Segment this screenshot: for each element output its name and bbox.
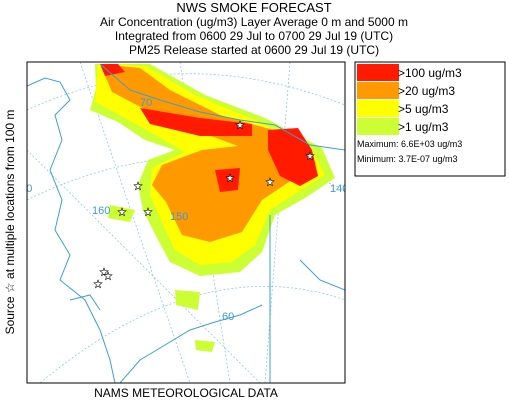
map-label: 160 [92, 205, 110, 217]
subtitle: Integrated from 0600 29 Jul to 0700 29 J… [115, 29, 393, 43]
legend-label: >20 ug/m3 [398, 84, 455, 98]
smoke-area [100, 64, 316, 242]
title: NWS SMOKE FORECAST [176, 0, 331, 15]
legend-swatch [357, 82, 399, 99]
map-frame [26, 61, 346, 384]
minimum: Minimum: 3.7E-07 ug/m3 [357, 154, 458, 164]
map: 70 170 160 150 140 60 [14, 62, 348, 383]
side-label: Source ☆ at multiple locations from 100 … [3, 110, 17, 335]
map-label: 70 [140, 97, 152, 109]
legend-label: >5 ug/m3 [398, 102, 449, 116]
legend-swatch [357, 118, 399, 135]
map-label: 140 [330, 183, 348, 195]
map-label: 170 [14, 183, 32, 195]
subtitle: PM25 Release started at 0600 29 Jul 19 (… [129, 43, 379, 57]
smoke-area [100, 64, 318, 192]
maximum: Maximum: 6.6E+03 ug/m3 [357, 139, 462, 149]
legend-swatch [357, 64, 399, 81]
subtitle: Air Concentration (ug/m3) Layer Average … [100, 15, 408, 29]
footer: NAMS METEOROLOGICAL DATA [94, 386, 278, 400]
map-label: 60 [222, 311, 234, 323]
legend-label: >1 ug/m3 [398, 120, 449, 134]
map-label: 150 [170, 211, 188, 223]
coastline [27, 63, 345, 383]
legend: >100 ug/m3 >20 ug/m3 >5 ug/m3 >1 ug/m3 Maxi… [354, 61, 506, 177]
legend-label: >100 ug/m3 [398, 66, 462, 80]
legend-swatch [357, 100, 399, 117]
smoke [90, 64, 335, 352]
